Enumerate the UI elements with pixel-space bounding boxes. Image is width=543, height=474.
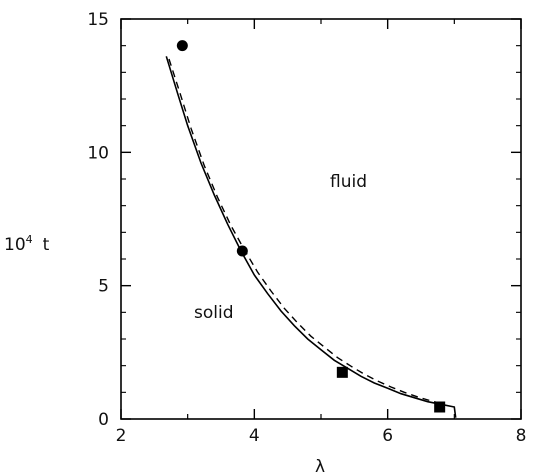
y-axis-title-variable: t <box>43 235 50 255</box>
y-tick-label: 0 <box>98 410 109 430</box>
y-axis-title-exponent: 4 <box>26 233 33 246</box>
y-tick-label: 15 <box>87 10 109 30</box>
y-axis-title: 104 t <box>4 233 50 255</box>
plot-frame <box>120 18 522 420</box>
region-label-fluid: fluid <box>330 172 367 192</box>
y-axis-title-base: 10 <box>4 235 26 255</box>
region-label-solid: solid <box>194 303 234 323</box>
x-tick-label: 8 <box>516 426 527 446</box>
solid-transition-curve <box>165 56 457 418</box>
x-axis-ticks: 2 4 6 8 <box>116 19 527 446</box>
y-axis-ticks: 0 5 10 15 <box>87 10 521 430</box>
x-tick-label: 6 <box>382 426 393 446</box>
dashed-transition-curve <box>168 58 445 405</box>
x-tick-label: 2 <box>116 426 127 446</box>
y-tick-label: 5 <box>98 277 109 297</box>
data-markers <box>176 40 446 413</box>
square-data-point <box>336 366 348 378</box>
circle-data-point <box>236 245 248 257</box>
circle-data-point <box>176 40 188 52</box>
y-tick-label: 10 <box>87 143 109 163</box>
x-tick-label: 4 <box>249 426 260 446</box>
x-axis-title: λ <box>315 457 325 474</box>
square-data-point <box>434 401 446 413</box>
